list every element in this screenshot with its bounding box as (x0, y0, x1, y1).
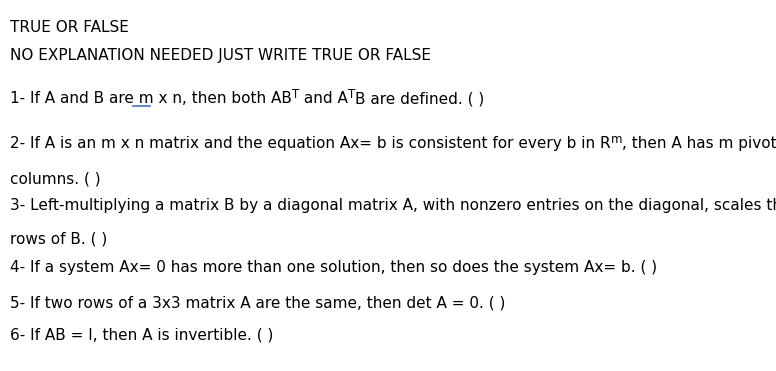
Text: rows of B. ( ): rows of B. ( ) (10, 232, 107, 247)
Text: 5- If two rows of a 3x3 matrix A are the same, then det A = 0. ( ): 5- If two rows of a 3x3 matrix A are the… (10, 295, 505, 310)
Text: and A: and A (299, 91, 348, 106)
Text: , then A has m pivot: , then A has m pivot (622, 136, 776, 151)
Text: 1- If A and B are m x n, then both AB: 1- If A and B are m x n, then both AB (10, 91, 292, 106)
Text: columns. ( ): columns. ( ) (10, 172, 101, 187)
Text: 3- Left-multiplying a matrix B by a diagonal matrix A, with nonzero entries on t: 3- Left-multiplying a matrix B by a diag… (10, 198, 776, 213)
Text: 2- If A is an m x n matrix and the equation Ax= b is consistent for every b in R: 2- If A is an m x n matrix and the equat… (10, 136, 611, 151)
Text: 4- If a system Ax= 0 has more than one solution, then so does the system Ax= b. : 4- If a system Ax= 0 has more than one s… (10, 260, 657, 275)
Text: TRUE OR FALSE: TRUE OR FALSE (10, 20, 129, 35)
Text: NO EXPLANATION NEEDED JUST WRITE TRUE OR FALSE: NO EXPLANATION NEEDED JUST WRITE TRUE OR… (10, 48, 431, 63)
Text: B are defined. ( ): B are defined. ( ) (355, 91, 484, 106)
Text: m: m (611, 133, 622, 146)
Text: T: T (292, 88, 299, 101)
Text: 6- If AB = I, then A is invertible. ( ): 6- If AB = I, then A is invertible. ( ) (10, 328, 273, 343)
Text: T: T (348, 88, 355, 101)
